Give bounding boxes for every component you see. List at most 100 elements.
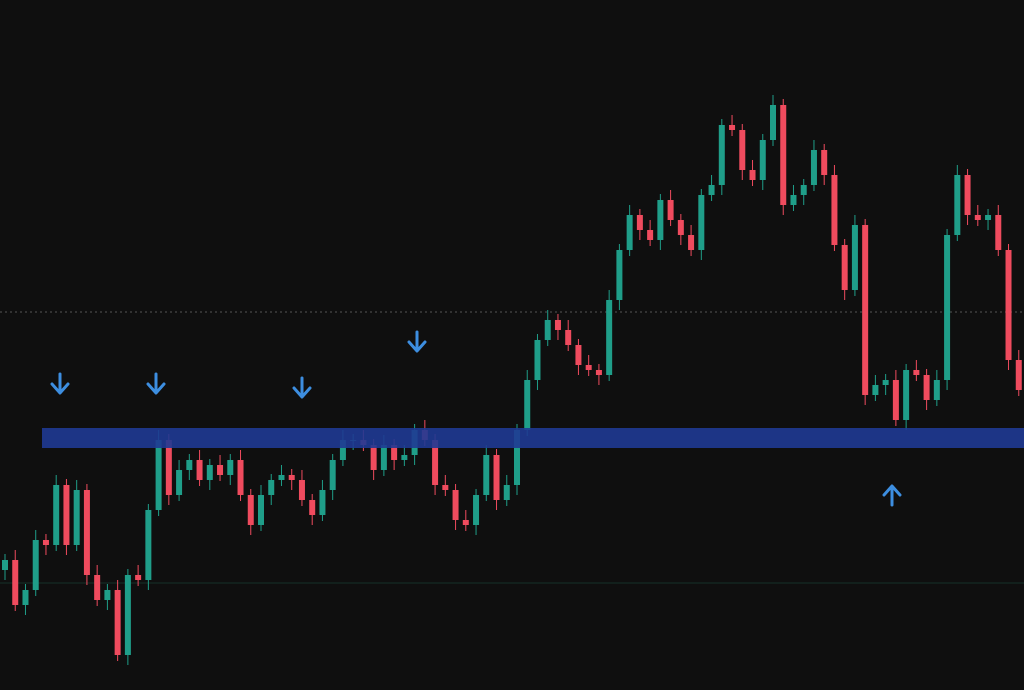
candle-body xyxy=(667,200,674,220)
candle-body xyxy=(944,235,951,380)
candle-body xyxy=(135,575,142,580)
candle-body xyxy=(165,440,172,495)
candle-body xyxy=(913,370,920,375)
candle-body xyxy=(237,460,244,495)
candle-body xyxy=(319,490,326,515)
candle-body xyxy=(309,500,316,515)
candle-body xyxy=(688,235,695,250)
candle-body xyxy=(1015,360,1022,390)
candle-body xyxy=(452,490,459,520)
candle-body xyxy=(258,495,264,525)
candle-body xyxy=(329,460,336,490)
candle-body xyxy=(544,320,551,340)
candle-body xyxy=(657,200,664,240)
candle-body xyxy=(493,455,500,500)
candle-body xyxy=(831,175,838,245)
candle-body xyxy=(698,195,705,250)
candle-body xyxy=(155,440,162,510)
candle-body xyxy=(339,440,346,460)
candle-body xyxy=(821,150,828,175)
candle-body xyxy=(933,380,940,400)
candle-body xyxy=(401,455,408,460)
up-arrow xyxy=(882,484,902,507)
candle-body xyxy=(985,215,992,220)
candle-body xyxy=(2,560,8,570)
candle-body xyxy=(749,170,756,180)
candle-body xyxy=(391,445,398,460)
candle-body xyxy=(841,245,848,290)
candle-body xyxy=(298,480,305,500)
candle-body xyxy=(247,495,254,525)
candle-body xyxy=(810,150,817,185)
candle-body xyxy=(83,490,90,575)
candle-body xyxy=(626,215,633,250)
down-arrow xyxy=(407,330,427,353)
candle-body xyxy=(22,590,29,605)
candle-body xyxy=(176,470,183,495)
candle-body xyxy=(554,320,561,330)
candle-body xyxy=(718,125,725,185)
candle-body xyxy=(606,300,613,375)
candle-body xyxy=(483,455,490,495)
candle-body xyxy=(585,365,592,370)
candle-body xyxy=(370,445,377,470)
candle-body xyxy=(708,185,715,195)
candle-body xyxy=(575,345,582,365)
candle-body xyxy=(616,250,623,300)
candle-body xyxy=(862,225,869,395)
candle-body xyxy=(124,575,131,655)
candle-body xyxy=(739,130,746,170)
candle-body xyxy=(595,370,602,375)
candle-body xyxy=(380,445,387,470)
candle-body xyxy=(851,225,858,290)
candle-body xyxy=(790,195,797,205)
candle-body xyxy=(206,465,213,480)
candle-body xyxy=(53,485,60,545)
candle-body xyxy=(514,430,520,485)
candle-body xyxy=(73,490,80,545)
candle-body xyxy=(42,540,49,545)
candle-body xyxy=(677,220,684,235)
candle-body xyxy=(780,105,787,205)
candle-body xyxy=(800,185,807,195)
candle-body xyxy=(196,460,203,480)
candle-body xyxy=(770,105,776,140)
candle-body xyxy=(94,575,101,600)
candle-body xyxy=(872,385,879,395)
candle-body xyxy=(503,485,510,500)
down-arrow xyxy=(292,376,312,399)
candle-body xyxy=(892,380,899,420)
candle-body xyxy=(636,215,643,230)
candle-body xyxy=(104,590,111,600)
candle-body xyxy=(524,380,531,430)
candle-body xyxy=(534,340,541,380)
candle-body xyxy=(217,465,224,475)
candle-body xyxy=(114,590,121,655)
down-arrow xyxy=(50,372,70,395)
candle-body xyxy=(63,485,70,545)
candle-body xyxy=(32,540,39,590)
candle-body xyxy=(903,370,910,420)
candle-body xyxy=(923,375,930,400)
candle-body xyxy=(442,485,449,490)
candle-body xyxy=(954,175,961,235)
candle-body xyxy=(473,495,480,525)
candle-body xyxy=(1005,250,1012,360)
candle-body xyxy=(882,380,889,385)
candle-body xyxy=(462,520,469,525)
candle-body xyxy=(278,475,285,480)
candle-body xyxy=(759,140,766,180)
candle-body xyxy=(964,175,971,215)
down-arrow xyxy=(146,372,166,395)
candle-body xyxy=(565,330,572,345)
arrows xyxy=(50,330,902,507)
candle-body xyxy=(12,560,19,605)
candle-body xyxy=(186,460,193,470)
candle-body xyxy=(647,230,654,240)
support-zone xyxy=(42,428,1024,448)
candle-body xyxy=(432,440,439,485)
candle-body xyxy=(227,460,234,475)
candle-body xyxy=(974,215,981,220)
candle-body xyxy=(145,510,152,580)
